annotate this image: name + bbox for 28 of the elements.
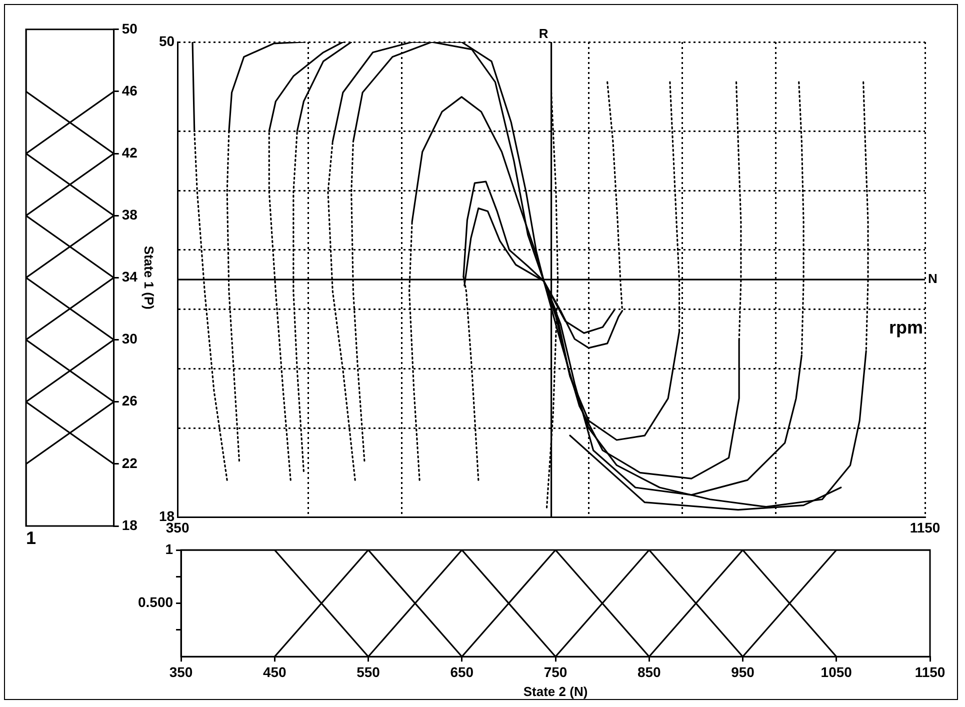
y-tick-label: 30 [122,330,138,347]
x-tick-label: 1050 [820,664,852,680]
x-tick-label: 850 [637,664,662,680]
y-tick-label: 42 [122,144,138,160]
y-tick-label: 34 [122,268,138,285]
y-tick-label: 0.500 [138,594,174,610]
x-tick-label: 550 [356,664,380,680]
annotation: rpm [888,318,923,338]
y-tick-label: 50 [158,32,175,49]
y-tick-label: 22 [122,454,138,471]
x-tick-label: 1150 [910,519,940,536]
ref-line-label: N [928,271,938,286]
x-tick-label: 350 [169,664,193,680]
text: 1 [26,528,36,548]
y-tick-label: 18 [122,516,138,533]
y-tick-label: 46 [122,82,138,98]
x-axis-title: State 2 (N) [523,684,588,699]
x-tick-label: 950 [731,664,755,680]
ref-line-label: R [538,26,549,42]
y-tick-label: 1 [165,540,174,557]
x-tick-label: 750 [544,664,568,680]
y-tick-label: 26 [122,392,138,409]
y-axis-title: State 1 (P) [142,246,157,310]
y-tick-label: 50 [122,20,138,36]
x-tick-label: 450 [262,664,287,680]
x-tick-label: 650 [450,664,474,680]
y-tick-label: 38 [122,206,138,222]
x-tick-label: 1150 [914,664,946,680]
